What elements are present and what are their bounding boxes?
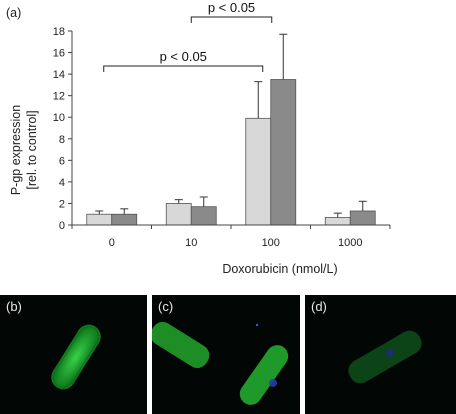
x-tick-label: 10 <box>185 237 197 249</box>
y-tick-label: 18 <box>53 26 65 38</box>
micrograph-b: (b) <box>0 295 147 414</box>
error-bar <box>174 199 183 204</box>
x-axis-title: Doxorubicin (nmol/L) <box>222 262 337 276</box>
error-bar <box>333 212 342 218</box>
bar-series1 <box>86 213 113 226</box>
bar-series1 <box>324 217 351 226</box>
significance-line <box>103 65 264 72</box>
y-tick-label: 6 <box>59 155 65 167</box>
bar-series1 <box>245 117 272 226</box>
y-tick-label: 0 <box>59 220 65 232</box>
cell-image-b <box>51 324 101 390</box>
y-tick-label: 12 <box>53 91 65 103</box>
error-bar <box>254 81 263 119</box>
error-bar <box>279 33 288 80</box>
significance-bracket: p < 0.05 <box>190 0 273 23</box>
significance-label: p < 0.05 <box>160 49 207 64</box>
micrograph-c: (c) <box>152 295 300 414</box>
y-axis-title-line2: [rel. to control] <box>25 110 39 189</box>
error-bar <box>95 210 104 215</box>
cell-image-c <box>152 322 289 405</box>
bar-series2 <box>111 213 138 226</box>
significance-bracket: p < 0.05 <box>103 49 264 72</box>
bar-chart: (a) P-gp expression [rel. to control] 0 2… <box>6 0 391 276</box>
y-axis-title-line1: P-gp expression <box>9 105 23 195</box>
bar-series1 <box>165 203 192 226</box>
micrograph-b-label: (b) <box>6 299 22 314</box>
y-tick-label: 14 <box>53 69 65 81</box>
x-tick-label: 100 <box>262 237 280 249</box>
micrograph-d-label: (d) <box>311 299 327 314</box>
bar-series2 <box>349 210 376 226</box>
y-tick-label: 16 <box>53 48 65 60</box>
y-tick-label: 10 <box>53 112 65 124</box>
bar-series2 <box>190 206 217 226</box>
error-bar <box>120 208 129 215</box>
y-tick-label: 2 <box>59 198 65 210</box>
error-bar <box>358 200 367 211</box>
panel-a-label: (a) <box>6 6 21 20</box>
micrograph-c-label: (c) <box>158 299 174 314</box>
micrograph-d: (d) <box>305 295 456 414</box>
x-tick-label: 1000 <box>338 237 362 249</box>
error-bar <box>199 196 208 207</box>
x-tick-label: 0 <box>109 237 115 249</box>
y-tick-label: 4 <box>59 177 65 189</box>
cell-image-d <box>348 330 422 384</box>
significance-label: p < 0.05 <box>208 0 255 15</box>
y-axis-title: P-gp expression [rel. to control] <box>9 105 39 195</box>
y-tick-label: 8 <box>59 134 65 146</box>
bar-series2 <box>270 79 297 226</box>
significance-line <box>190 16 273 23</box>
